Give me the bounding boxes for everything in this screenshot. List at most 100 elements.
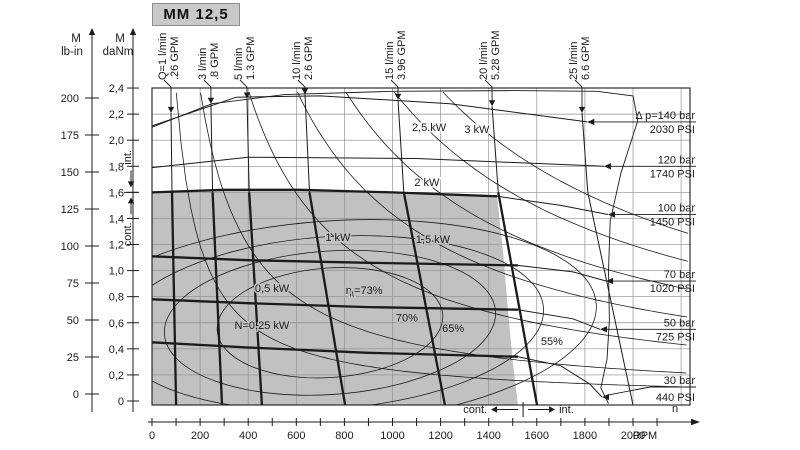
power-label: 2 kW [414, 177, 440, 189]
speed-symbol: n [672, 403, 678, 415]
danm-tick-label: 2,2 [109, 109, 124, 121]
rpm-tick-label: 800 [335, 430, 353, 442]
duty-int-bottom-arrow [549, 406, 556, 413]
pressure-label-psi: 1450 PSI [650, 217, 695, 229]
flow-line-upper-15lmin [397, 99, 405, 193]
lbin-tick-label: 150 [61, 167, 79, 179]
flow-label-gpm: .26 GPM [169, 37, 181, 80]
lbin-tick-label: 175 [61, 130, 79, 142]
rpm-axis-unit: RPM [633, 430, 657, 442]
flow-leader [484, 79, 493, 103]
power-curve-3kw [442, 91, 689, 234]
flow-leader-arrow [207, 97, 215, 104]
pressure-curve-thick-50bar [152, 298, 519, 311]
flow-line-15lmin [402, 192, 447, 405]
danm-tick-label: 1,0 [109, 266, 124, 278]
flow-line-upper-20lmin [491, 106, 499, 193]
flow-line-3lmin [211, 192, 224, 405]
power-label: N=0,25 kW [235, 320, 290, 332]
lbin-tick-label: 25 [67, 352, 79, 364]
pressure-label-bar: 100 bar [658, 203, 696, 215]
power-label: 2,5 kW [412, 122, 447, 134]
duty-cont-bottom-label: cont. [463, 404, 487, 416]
pressure-curve-100bar [497, 195, 609, 215]
pressure-labels: Δ p=140 bar 2030 PSI 120 bar 1740 PSI 100 ba… [587, 110, 696, 404]
flow-leader [239, 79, 248, 95]
flow-label-lpm: 15 l/min [384, 41, 396, 80]
pressure-label-psi: 2030 PSI [650, 124, 695, 136]
flow-label-gpm: 6.6 GPM [580, 37, 592, 80]
danm-tick-label: 0,8 [109, 292, 124, 304]
envelope-curve [152, 90, 639, 404]
danm-tick-label: 1,4 [109, 213, 124, 225]
pressure-curve-140bar [152, 95, 588, 127]
pressure-leader [607, 386, 696, 396]
pressure-label-psi: 725 PSI [656, 331, 695, 343]
lbin-tick-label: 0 [73, 389, 79, 401]
duty-cont-bottom-arrow [491, 406, 498, 413]
plot-border [151, 87, 691, 406]
pressure-leader-arrow [601, 393, 609, 401]
flow-label-lpm: 10 l/min [291, 41, 303, 80]
rpm-tick-label: 1800 [573, 430, 597, 442]
flow-leader-arrow [488, 100, 496, 107]
lbin-axis-arrow [88, 28, 96, 35]
efficiency-contours [152, 219, 597, 405]
flow-line-upper-1lmin [170, 112, 173, 193]
speed-envelope [152, 90, 639, 404]
flow-label-gpm: 5.28 GPM [490, 30, 502, 80]
flow-line-20lmin [497, 192, 539, 405]
flow-labels: Q=1 l/min .26 GPM 3 l/min .8 GPM 5 l/min 1.3 … [157, 30, 592, 113]
flow-label-lpm: 20 l/min [478, 41, 490, 80]
power-curve-2.5kw [394, 91, 688, 262]
flow-line-10lmin [308, 192, 347, 405]
power-curve-1.5kw [297, 92, 688, 318]
pressure-curves [152, 95, 609, 398]
lbin-tick-label: 125 [61, 204, 79, 216]
pressure-label-psi: 1740 PSI [650, 168, 695, 180]
flow-label-gpm: 1.3 GPM [245, 37, 257, 80]
danm-tick-label: 1,2 [109, 240, 124, 252]
flow-leader-arrow [301, 88, 309, 95]
rpm-tick-label: 600 [287, 430, 305, 442]
danm-tick-label: 2,4 [109, 83, 124, 95]
flow-label-gpm: 3.96 GPM [396, 30, 408, 80]
power-curve-2kw [345, 91, 688, 290]
lbin-axis-name: M [71, 33, 81, 45]
pressure-label-bar: 70 bar [664, 269, 696, 281]
flow-leader-arrow [167, 106, 175, 113]
pressure-leader-arrow [587, 118, 595, 126]
efficiency-label: 65% [442, 323, 464, 335]
lbin-tick-label: 50 [67, 315, 79, 327]
power-label: 1 kW [325, 232, 351, 244]
danm-tick-label: 1,8 [109, 161, 124, 173]
rpm-tick-label: 200 [191, 430, 209, 442]
power-label: 0,5 kW [255, 283, 290, 295]
efficiency-contour-73 [216, 267, 444, 379]
flow-label-lpm: 3 l/min [197, 48, 209, 80]
pressure-leader-arrow [607, 211, 615, 218]
pressure-curve-30bar [517, 356, 603, 398]
rpm-tick-label: 400 [239, 430, 257, 442]
flow-label-lpm: 5 l/min [233, 48, 245, 80]
pressure-curve-70bar [517, 264, 607, 282]
pressure-label-bar: 30 bar [664, 375, 696, 387]
pressure-label-psi: 440 PSI [656, 392, 695, 404]
flow-leader [203, 79, 212, 100]
flow-line-1lmin [170, 192, 178, 405]
danm-axis-arrow [129, 28, 137, 35]
pressure-label-psi: 1020 PSI [650, 283, 695, 295]
danm-axis-name: M [115, 33, 125, 45]
flow-lines [170, 94, 634, 405]
duty-cont-label: cont. [122, 222, 134, 246]
power-curve-1kw [248, 91, 687, 346]
rpm-tick-label: 1000 [380, 430, 404, 442]
duty-bottom: cont. int. [463, 402, 574, 417]
flow-leader [390, 79, 399, 96]
pressure-curve-thick-70bar [152, 255, 519, 267]
flow-label-lpm: 25 l/min [568, 41, 580, 80]
danm-tick-label: 1,6 [109, 187, 124, 199]
